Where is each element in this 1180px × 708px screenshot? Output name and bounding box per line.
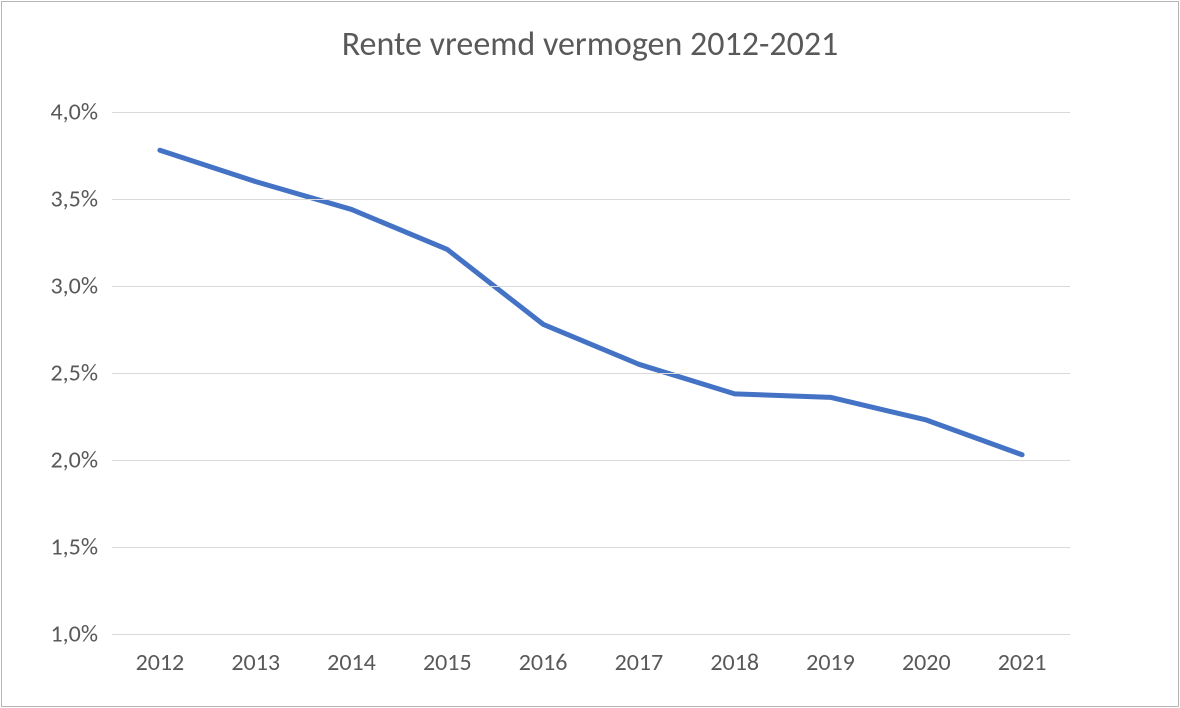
data-line xyxy=(160,150,1022,455)
y-tick-label: 1,5% xyxy=(51,533,98,562)
gridline xyxy=(112,634,1070,635)
chart-title: Rente vreemd vermogen 2012-2021 xyxy=(2,24,1178,65)
y-tick-label: 3,5% xyxy=(51,185,98,214)
y-tick-label: 2,0% xyxy=(51,446,98,475)
y-tick-label: 2,5% xyxy=(51,359,98,388)
x-tick-label: 2013 xyxy=(231,648,280,677)
x-tick-label: 2018 xyxy=(710,648,759,677)
x-tick-label: 2012 xyxy=(136,648,185,677)
x-tick-label: 2015 xyxy=(423,648,472,677)
x-tick-label: 2014 xyxy=(327,648,376,677)
gridline xyxy=(112,373,1070,374)
gridline xyxy=(112,199,1070,200)
gridline xyxy=(112,460,1070,461)
chart-container: Rente vreemd vermogen 2012-2021 1,0%1,5%… xyxy=(1,1,1179,707)
x-tick-label: 2017 xyxy=(615,648,664,677)
y-tick-label: 1,0% xyxy=(51,620,98,649)
x-tick-label: 2019 xyxy=(806,648,855,677)
gridline xyxy=(112,286,1070,287)
gridline xyxy=(112,112,1070,113)
x-tick-label: 2020 xyxy=(902,648,951,677)
y-tick-label: 4,0% xyxy=(51,98,98,127)
x-tick-label: 2021 xyxy=(998,648,1047,677)
x-tick-label: 2016 xyxy=(519,648,568,677)
gridline xyxy=(112,547,1070,548)
y-tick-label: 3,0% xyxy=(51,272,98,301)
plot-area: 1,0%1,5%2,0%2,5%3,0%3,5%4,0%201220132014… xyxy=(112,112,1070,634)
